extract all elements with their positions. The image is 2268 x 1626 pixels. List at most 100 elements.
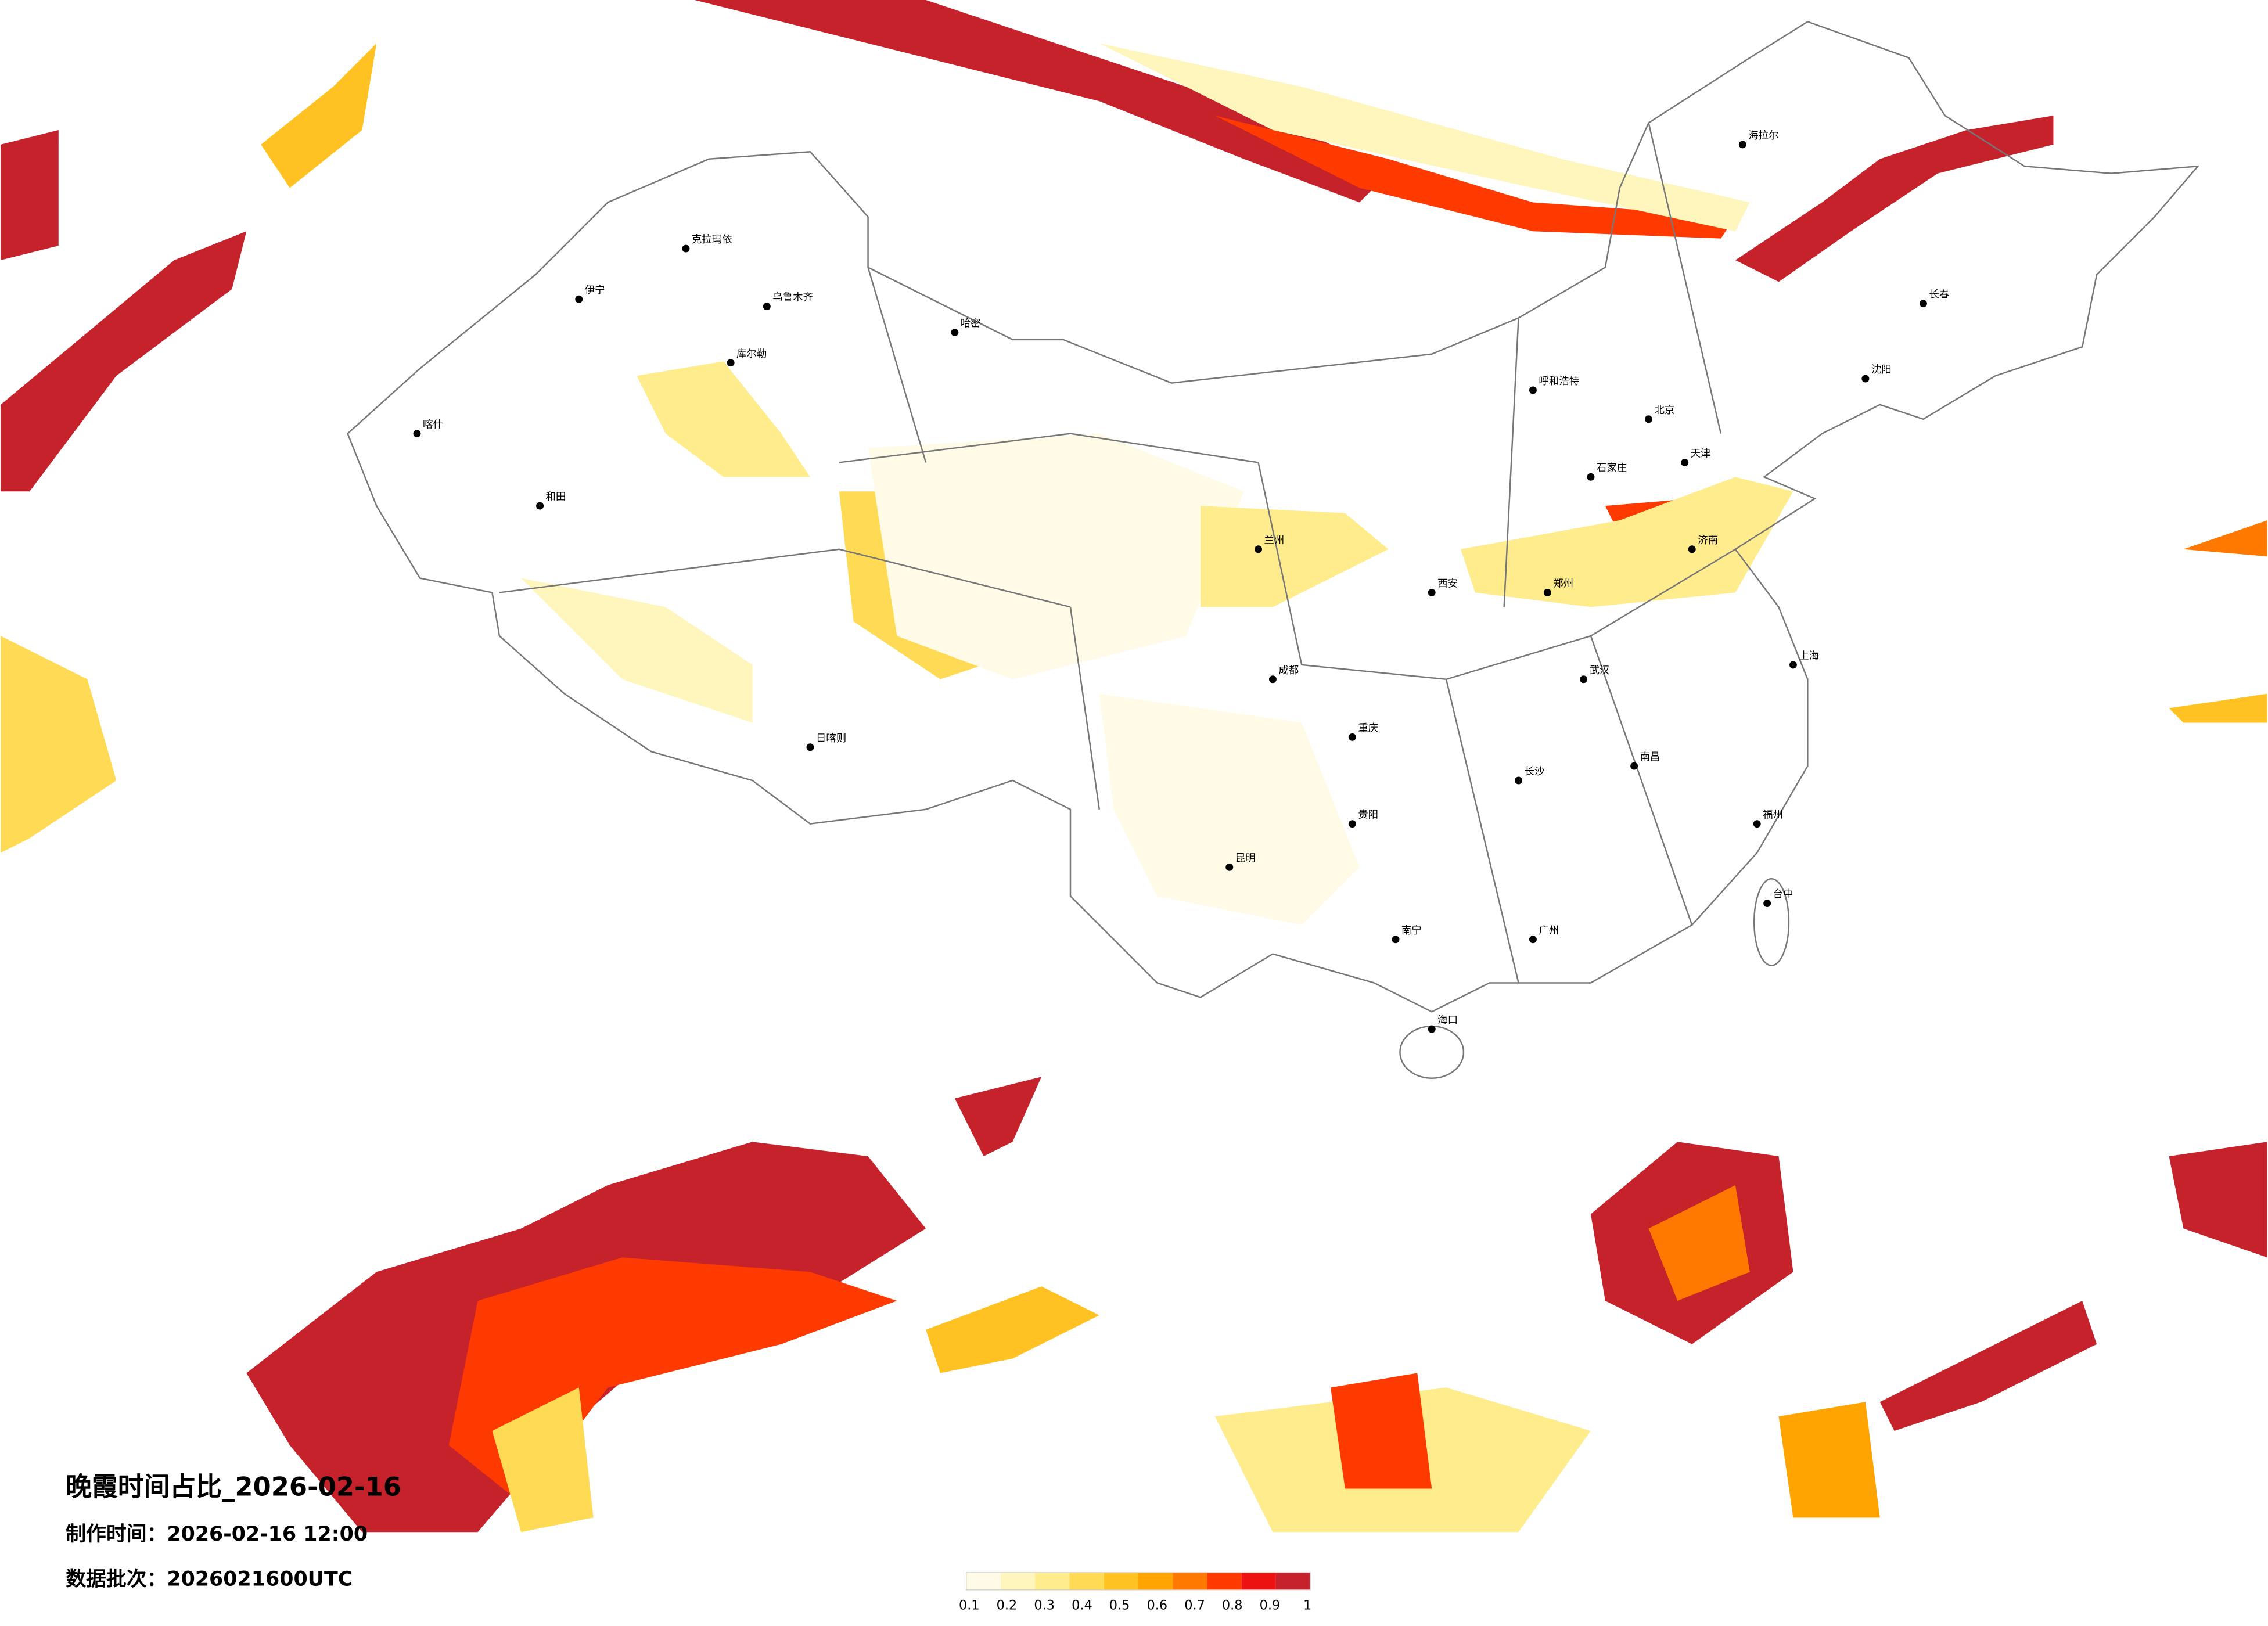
made-time: 制作时间：2026-02-16 12:00 (66, 1523, 368, 1546)
city-label: 南宁 (1401, 925, 1422, 937)
city-label: 台中 (1773, 889, 1793, 901)
legend-tick-label: 0.5 (1109, 1598, 1130, 1613)
city-dot (413, 430, 421, 438)
city-dot (575, 295, 583, 303)
city-label: 福州 (1763, 810, 1783, 821)
city-label: 重庆 (1358, 722, 1378, 734)
city-label: 西安 (1437, 578, 1458, 590)
city-label: 日喀则 (816, 733, 846, 744)
city-dot (1580, 675, 1588, 684)
color-area (1330, 1373, 1432, 1489)
city-dot (1348, 733, 1356, 741)
legend-tick-label: 0.9 (1260, 1598, 1281, 1613)
legend-swatch (1241, 1572, 1276, 1590)
city-dot (1587, 473, 1595, 481)
city-label: 广州 (1539, 925, 1559, 937)
color-area (1, 231, 247, 492)
color-area (868, 433, 1244, 679)
city-dot (1681, 458, 1689, 466)
city-label: 海口 (1437, 1015, 1458, 1026)
legend-frame (966, 1572, 1311, 1591)
borders (347, 20, 2200, 1079)
city-dot (951, 328, 959, 336)
city-dot (1789, 661, 1797, 669)
city-label: 上海 (1799, 650, 1819, 662)
city-label: 北京 (1655, 405, 1675, 416)
island-outline (1753, 878, 1790, 966)
legend-swatch (1001, 1572, 1036, 1590)
legend-swatch (1035, 1572, 1070, 1590)
color-area (1778, 1402, 1880, 1518)
legend-tick-label: 0.1 (959, 1598, 980, 1613)
country-outline (347, 20, 2200, 1013)
color-area (1214, 116, 1735, 239)
city-dot (806, 743, 814, 751)
city-label: 贵阳 (1358, 810, 1378, 821)
color-area (1735, 116, 2054, 282)
city-label: 济南 (1698, 535, 1718, 546)
city-dot (1543, 588, 1551, 596)
city-dot (1738, 141, 1746, 149)
color-area (694, 0, 1389, 203)
city-label: 呼和浩特 (1539, 376, 1579, 387)
color-area (2169, 1142, 2267, 1258)
city-dot (1529, 386, 1537, 394)
legend-swatch (1069, 1572, 1104, 1590)
city-label: 海拉尔 (1748, 130, 1778, 142)
city-dot (1225, 863, 1234, 871)
color-area (2169, 693, 2267, 723)
color-field (1, 0, 2267, 1533)
island-outline (1399, 1025, 1465, 1079)
legend-tick-label: 0.6 (1147, 1598, 1168, 1613)
city-label: 长沙 (1525, 766, 1545, 778)
legend-swatch (1275, 1572, 1311, 1590)
color-area (492, 1387, 594, 1533)
city-dot (536, 502, 544, 510)
city-dot (1255, 545, 1263, 553)
color-area (954, 1077, 1042, 1157)
city-label: 库尔勒 (736, 348, 767, 360)
city-dot (1392, 936, 1400, 944)
color-area (1, 636, 117, 853)
legend-swatch (1207, 1572, 1242, 1590)
legend-tick-label: 0.8 (1222, 1598, 1243, 1613)
color-area (926, 1286, 1099, 1373)
city-label: 乌鲁木齐 (772, 292, 813, 304)
color-area (1879, 1301, 2097, 1431)
color-area (1200, 506, 1389, 607)
color-area (839, 491, 984, 679)
color-area (261, 43, 377, 188)
city-dot (1630, 762, 1638, 770)
color-area (637, 361, 810, 477)
color-area (1, 130, 59, 260)
city-dot (1268, 675, 1277, 684)
legend-swatch (966, 1572, 1001, 1590)
city-label: 长春 (1929, 289, 1949, 301)
map-title: 晚霞时间占比_2026-02-16 (66, 1472, 401, 1502)
city-dot (1645, 415, 1653, 423)
province-border (499, 123, 1736, 983)
city-label: 喀什 (423, 419, 443, 431)
color-area (1099, 693, 1360, 925)
color-area (1099, 43, 1750, 232)
city-label: 武汉 (1590, 665, 1610, 677)
city-dot (1515, 776, 1523, 785)
city-label: 和田 (546, 491, 566, 503)
city-dot (1428, 1025, 1436, 1033)
legend-swatch (1104, 1572, 1138, 1590)
legend: 0.1 0.2 0.3 0.4 0.5 0.6 0.7 0.8 0.9 1 (959, 1572, 1311, 1613)
city-dot (1688, 545, 1696, 553)
city-label: 克拉玛依 (692, 234, 732, 246)
legend-tick-label: 0.2 (997, 1598, 1018, 1613)
city-label: 成都 (1278, 665, 1299, 677)
city-label: 南昌 (1640, 751, 1660, 763)
city-label: 哈密 (961, 318, 981, 330)
color-area (1648, 1185, 1750, 1301)
city-dot (1861, 375, 1870, 383)
legend-tick-label: 0.3 (1034, 1598, 1055, 1613)
city-label: 沈阳 (1871, 364, 1892, 376)
color-area (521, 578, 753, 723)
legend-swatch (1173, 1572, 1207, 1590)
